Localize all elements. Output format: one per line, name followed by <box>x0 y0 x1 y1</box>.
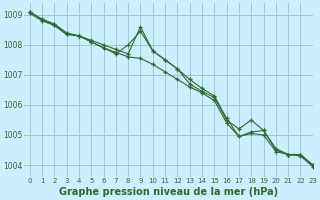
X-axis label: Graphe pression niveau de la mer (hPa): Graphe pression niveau de la mer (hPa) <box>59 187 278 197</box>
